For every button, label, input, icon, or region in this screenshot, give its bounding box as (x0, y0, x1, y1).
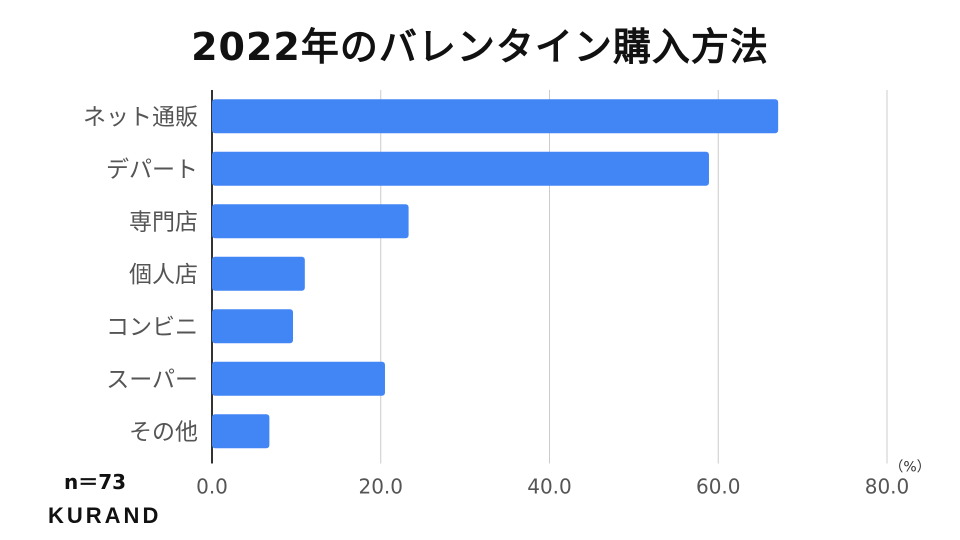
x-tick-label: 80.0 (865, 475, 910, 499)
x-tick-label: 0.0 (196, 475, 228, 499)
category-label: 個人店 (129, 262, 198, 288)
category-label: スーパー (106, 367, 198, 393)
kurand-logo: KURAND (48, 503, 162, 528)
x-tick-label: 40.0 (527, 475, 572, 499)
bar (212, 414, 270, 449)
bar (212, 256, 305, 291)
x-unit-label: （%） (889, 460, 930, 476)
category-label: 専門店 (129, 209, 198, 235)
bar (212, 204, 409, 239)
sample-size-note: n＝73 (64, 470, 127, 494)
category-label: ネット通販 (83, 104, 198, 130)
category-label: コンビニ (106, 314, 198, 340)
category-label: その他 (129, 419, 198, 445)
x-tick-label: 60.0 (696, 475, 741, 499)
x-tick-label: 20.0 (358, 475, 403, 499)
bar (212, 309, 293, 344)
bar (212, 361, 385, 396)
chart-title: 2022年のバレンタイン購入方法 (191, 25, 769, 69)
category-label: デパート (106, 157, 198, 183)
bar (212, 99, 779, 134)
bar (212, 151, 709, 186)
